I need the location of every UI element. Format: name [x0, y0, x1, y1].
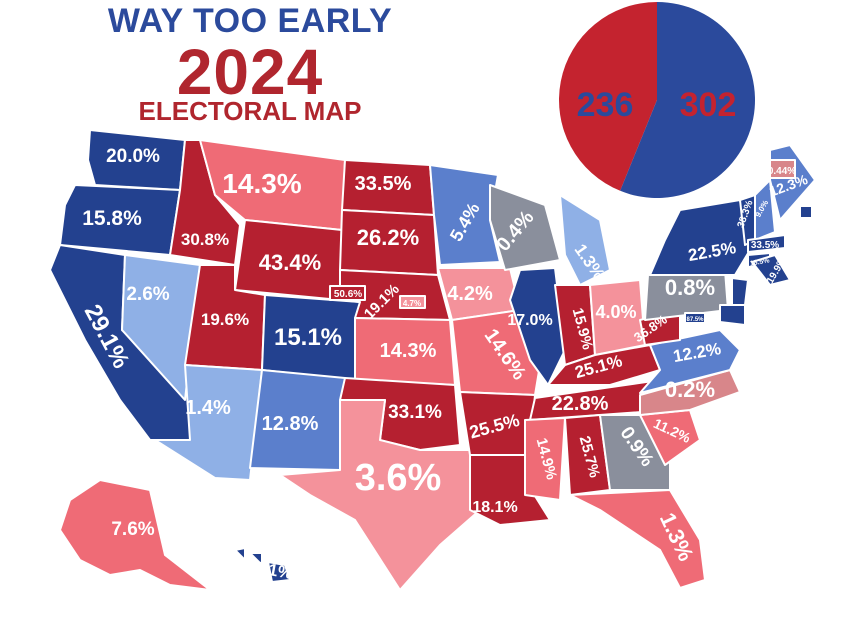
states-layer: [49, 129, 816, 591]
state-nh: [754, 179, 776, 241]
state-label-ne1: 50.6%: [334, 289, 362, 300]
state-label-oh: 4.0%: [595, 302, 636, 322]
state-label-nj: 16.0%: [752, 292, 780, 303]
state-label-tx: 3.6%: [355, 457, 442, 499]
state-ak: [59, 479, 211, 591]
state-label-nd: 33.5%: [355, 173, 412, 195]
state-label-me2: 0.44%: [768, 166, 796, 177]
state-label-ct: 18.5%: [749, 257, 771, 267]
state-mn: [429, 164, 501, 266]
state-label-az: 1.4%: [185, 397, 231, 419]
state-nv: [121, 254, 201, 401]
state-label-nv: 2.6%: [126, 284, 169, 305]
state-label-ut: 19.6%: [201, 310, 249, 329]
title-year: 2024: [176, 36, 324, 108]
state-label-pa: 0.8%: [665, 275, 715, 300]
state-tx: [279, 399, 481, 591]
state-label-dc: 87.5%: [686, 317, 704, 323]
state-fl: [569, 489, 706, 589]
title-line-3: ELECTORAL MAP: [138, 96, 362, 126]
state-mi: [559, 194, 611, 286]
state-label-hi: 31.1%: [244, 556, 295, 583]
state-label-ne2: 4.7%: [403, 299, 421, 308]
state-dc: [684, 312, 706, 324]
state-label-ok: 33.1%: [388, 402, 442, 423]
electoral-vote-pie: 236 302: [559, 2, 755, 198]
state-ne2: [399, 295, 426, 309]
pie-slice-blue: [620, 2, 755, 198]
state-label-wa: 20.0%: [106, 146, 160, 167]
state-label-ma: 33.5%: [751, 240, 779, 251]
state-or: [59, 184, 181, 256]
state-ma: [747, 234, 786, 253]
state-label-co: 15.1%: [274, 324, 342, 351]
state-label-ks: 14.3%: [380, 340, 437, 362]
state-label-or: 15.8%: [82, 207, 142, 230]
state-md: [719, 304, 746, 326]
state-label-nm: 12.8%: [262, 413, 319, 435]
state-label-la: 18.1%: [472, 499, 517, 516]
state-ne1: [329, 285, 366, 301]
state-hi: [234, 547, 291, 583]
state-label-ak: 7.6%: [111, 519, 154, 540]
pie-blue-votes-label: 302: [680, 86, 737, 124]
pie-slice-red: [559, 2, 657, 191]
state-label-md: 16.6%: [746, 318, 774, 329]
state-label-nc: 0.2%: [665, 377, 715, 402]
state-ny: [649, 199, 751, 276]
state-nj: [731, 277, 749, 306]
state-va: [639, 329, 741, 394]
state-label-tn: 22.8%: [552, 393, 609, 415]
title-line-1: WAY TOO EARLY: [107, 2, 393, 40]
state-mo: [451, 309, 541, 396]
state-me2: [769, 159, 796, 179]
state-wi: [489, 184, 561, 271]
state-label-sd: 26.2%: [357, 225, 419, 250]
state-label-ia: 4.2%: [447, 283, 493, 305]
state-ri: [799, 205, 813, 219]
state-label-id: 30.8%: [181, 230, 229, 249]
state-de: [751, 254, 791, 286]
state-label-il: 17.0%: [507, 312, 552, 329]
state-ms: [524, 417, 566, 501]
state-label-wy: 43.4%: [259, 250, 321, 275]
state-label-ri: 23.3%: [801, 220, 829, 231]
pie-red-votes-label: 236: [577, 86, 634, 124]
state-label-mt: 14.3%: [222, 168, 301, 199]
